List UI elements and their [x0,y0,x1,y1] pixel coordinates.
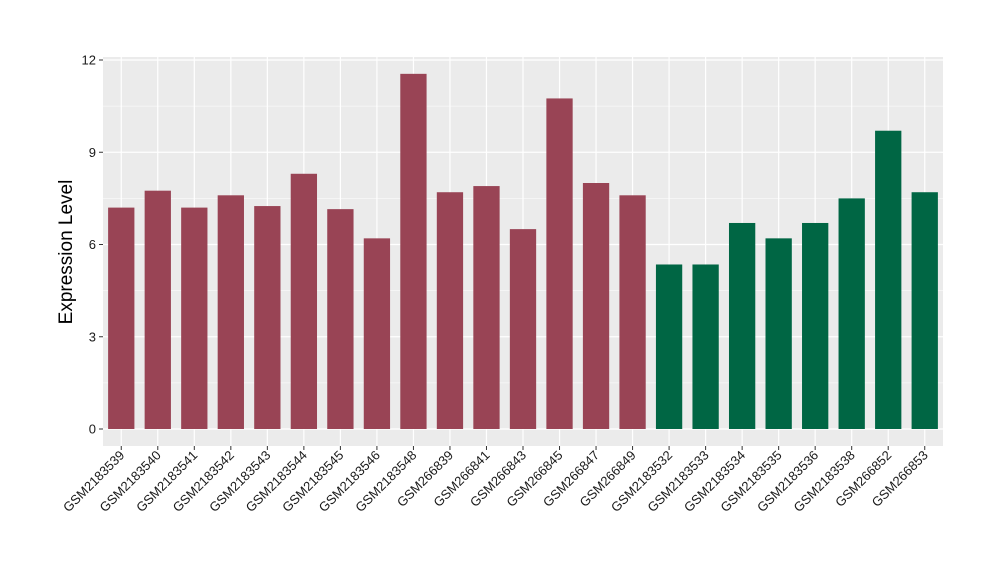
y-tick-label: 9 [89,145,96,160]
bar-gsm2183535 [765,238,792,429]
bar-gsm2183545 [327,209,354,429]
bar-gsm2183544 [290,173,318,429]
x-tick-label: GSM2183539 [60,448,127,515]
bar-gsm2183546 [363,238,391,429]
y-axis: 0 3 6 9 12 [82,53,103,437]
bar-gsm266839 [436,192,464,429]
bar-gsm2183534 [728,222,756,429]
y-tick-label: 3 [89,329,96,344]
bar-gsm2183533 [692,264,719,429]
bar-gsm2183532 [655,264,683,429]
bars [108,73,938,430]
bar-gsm2183541 [181,207,208,429]
bar-gsm2183540 [144,190,171,429]
y-tick-label: 12 [82,53,96,68]
y-tick-label: 0 [89,422,96,437]
bar-gsm266847 [582,183,610,429]
bar-gsm2183548 [400,73,427,430]
bar-gsm266845 [546,98,573,429]
bar-gsm266849 [619,195,646,429]
bar-gsm2183536 [802,222,829,429]
x-axis: GSM2183539GSM2183540GSM2183541GSM2183542… [60,446,931,515]
bar-gsm266852 [875,130,902,429]
y-axis-title: Expression Level [56,180,77,325]
bar-gsm2183543 [254,206,281,429]
bar-gsm266841 [473,186,500,429]
bar-gsm2183538 [838,198,865,429]
bar-gsm266853 [911,192,938,429]
y-tick-label: 6 [89,237,96,252]
bar-gsm2183542 [217,195,244,429]
bar-gsm266843 [509,229,537,429]
bar-gsm2183539 [108,207,135,429]
